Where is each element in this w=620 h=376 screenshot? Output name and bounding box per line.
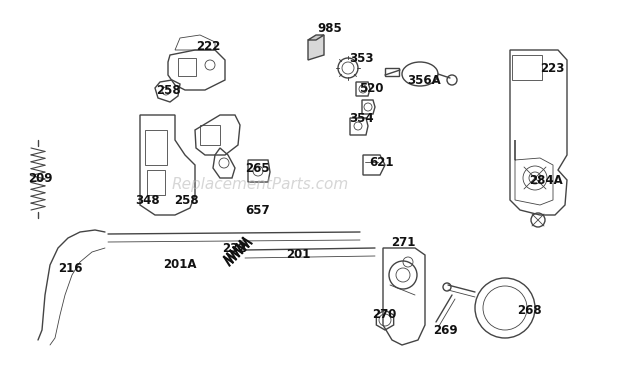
Text: 284A: 284A [529,173,563,186]
Text: 985: 985 [317,21,342,35]
Text: 353: 353 [348,52,373,65]
Text: 268: 268 [516,303,541,317]
Text: 271: 271 [391,237,415,250]
Text: 216: 216 [58,261,82,274]
Text: 356A: 356A [407,73,441,86]
Text: 258: 258 [156,83,180,97]
Text: 209: 209 [28,171,52,185]
Text: 621: 621 [370,156,394,168]
Text: 520: 520 [359,82,383,94]
Text: 269: 269 [433,323,458,337]
Text: 348: 348 [135,194,159,206]
Text: 232: 232 [222,241,246,255]
Polygon shape [308,35,324,40]
Text: 223: 223 [540,62,564,74]
Text: 354: 354 [350,112,374,124]
Text: 201A: 201A [163,259,197,271]
Text: 258: 258 [174,194,198,206]
Text: 201: 201 [286,249,310,261]
Text: 657: 657 [246,203,270,217]
Text: ReplacementParts.com: ReplacementParts.com [171,177,348,193]
Text: 265: 265 [245,162,269,174]
Polygon shape [308,35,324,60]
Text: 270: 270 [372,308,396,321]
Text: 222: 222 [196,39,220,53]
